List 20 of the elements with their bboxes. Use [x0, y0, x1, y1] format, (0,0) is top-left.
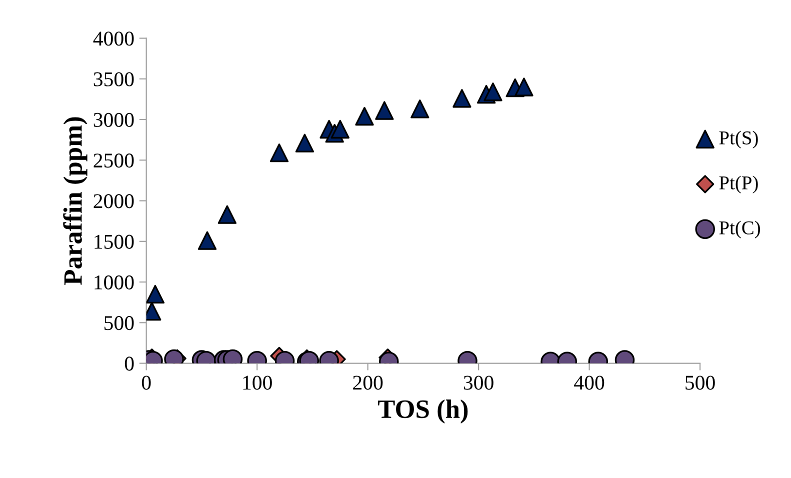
legend-label: Pt(P) [719, 176, 758, 194]
y-tick-label: 2500 [94, 154, 134, 168]
legend-label: Pt(C) [719, 220, 760, 238]
x-axis-title: TOS (h) [378, 400, 468, 424]
x-tick-label: 400 [574, 376, 604, 390]
x-tick-label: 100 [243, 376, 272, 390]
x-tick-label: 300 [464, 376, 494, 390]
y-tick-label: 4000 [93, 32, 134, 46]
x-tick-label: 200 [353, 376, 383, 390]
y-axis-title: Paraffin (ppm) [63, 117, 88, 285]
y-tick-label: 3500 [94, 72, 134, 86]
legend-label: Pt(S) [719, 130, 758, 148]
y-tick-label: 1000 [94, 275, 134, 290]
y-tick-label: 3000 [94, 112, 134, 127]
y-tick-label: 2000 [94, 194, 134, 208]
y-tick-label: 0 [124, 356, 134, 371]
y-tick-label: 500 [104, 316, 134, 330]
y-tick-label: 1500 [94, 234, 134, 249]
x-tick-label: 0 [142, 376, 151, 390]
x-tick-label: 500 [686, 376, 715, 390]
